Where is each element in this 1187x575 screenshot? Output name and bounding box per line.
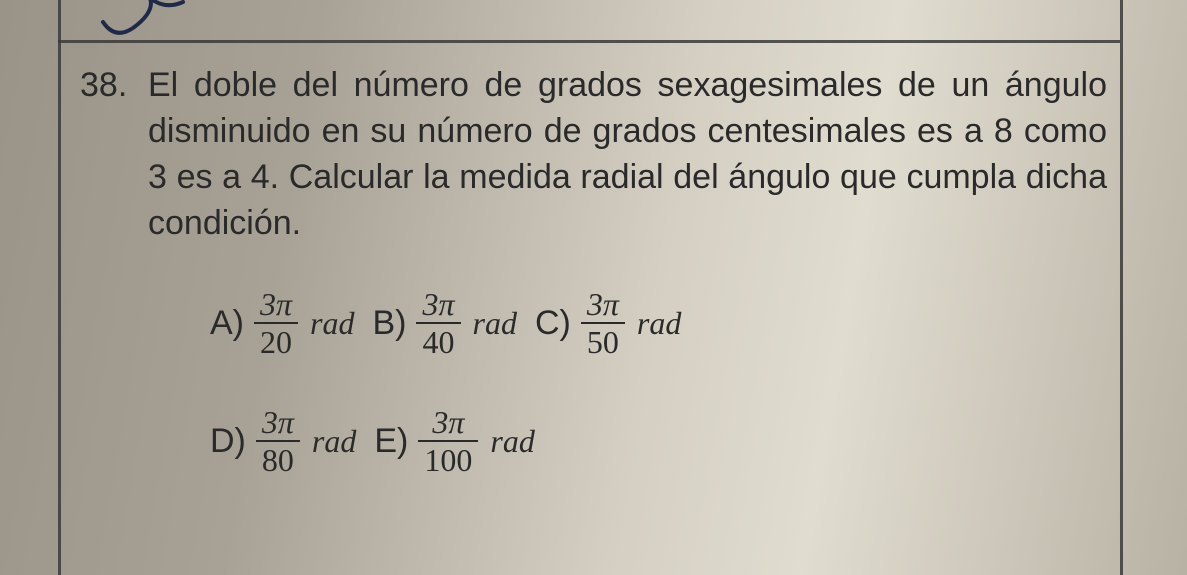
- question-block: 38. El doble del número de grados sexage…: [80, 62, 1107, 522]
- option-e-denominator: 100: [418, 442, 478, 478]
- option-b-label: B): [372, 304, 406, 343]
- option-d-numerator: 3π: [256, 404, 300, 440]
- options-block: A) 3π 20 rad B) 3π 40 rad: [210, 286, 1107, 478]
- option-a: A) 3π 20 rad: [210, 286, 354, 360]
- option-a-numerator: 3π: [254, 286, 298, 322]
- option-d-denominator: 80: [256, 442, 300, 478]
- question-number: 38.: [80, 62, 148, 108]
- option-b: B) 3π 40 rad: [372, 286, 516, 360]
- option-c-label: C): [535, 304, 571, 343]
- worksheet-page: 38. El doble del número de grados sexage…: [0, 0, 1187, 575]
- option-d: D) 3π 80 rad: [210, 404, 356, 478]
- option-c-denominator: 50: [581, 324, 625, 360]
- option-e: E) 3π 100 rad: [374, 404, 534, 478]
- option-b-numerator: 3π: [416, 286, 460, 322]
- option-b-fraction: 3π 40: [416, 286, 460, 360]
- option-c-unit: rad: [637, 305, 681, 342]
- option-c: C) 3π 50 rad: [535, 286, 681, 360]
- question-row: 38. El doble del número de grados sexage…: [80, 62, 1107, 246]
- option-a-denominator: 20: [254, 324, 298, 360]
- top-border-rule: [58, 40, 1120, 43]
- option-e-numerator: 3π: [426, 404, 470, 440]
- option-a-fraction: 3π 20: [254, 286, 298, 360]
- option-a-label: A): [210, 304, 244, 343]
- option-e-unit: rad: [490, 423, 534, 460]
- handwriting-scribble: [95, 0, 205, 42]
- options-row-1: A) 3π 20 rad B) 3π 40 rad: [210, 286, 1107, 360]
- option-b-denominator: 40: [417, 324, 461, 360]
- right-border-rule: [1120, 0, 1123, 575]
- option-e-label: E): [374, 422, 408, 461]
- options-row-2: D) 3π 80 rad E) 3π 100 rad: [210, 404, 1107, 478]
- option-d-label: D): [210, 422, 246, 461]
- option-c-numerator: 3π: [581, 286, 625, 322]
- option-b-unit: rad: [473, 305, 517, 342]
- option-d-fraction: 3π 80: [256, 404, 300, 478]
- option-a-unit: rad: [310, 305, 354, 342]
- question-text: El doble del número de grados sexagesima…: [148, 62, 1107, 246]
- left-border-rule: [58, 0, 61, 575]
- option-e-fraction: 3π 100: [418, 404, 478, 478]
- option-c-fraction: 3π 50: [581, 286, 625, 360]
- option-d-unit: rad: [312, 423, 356, 460]
